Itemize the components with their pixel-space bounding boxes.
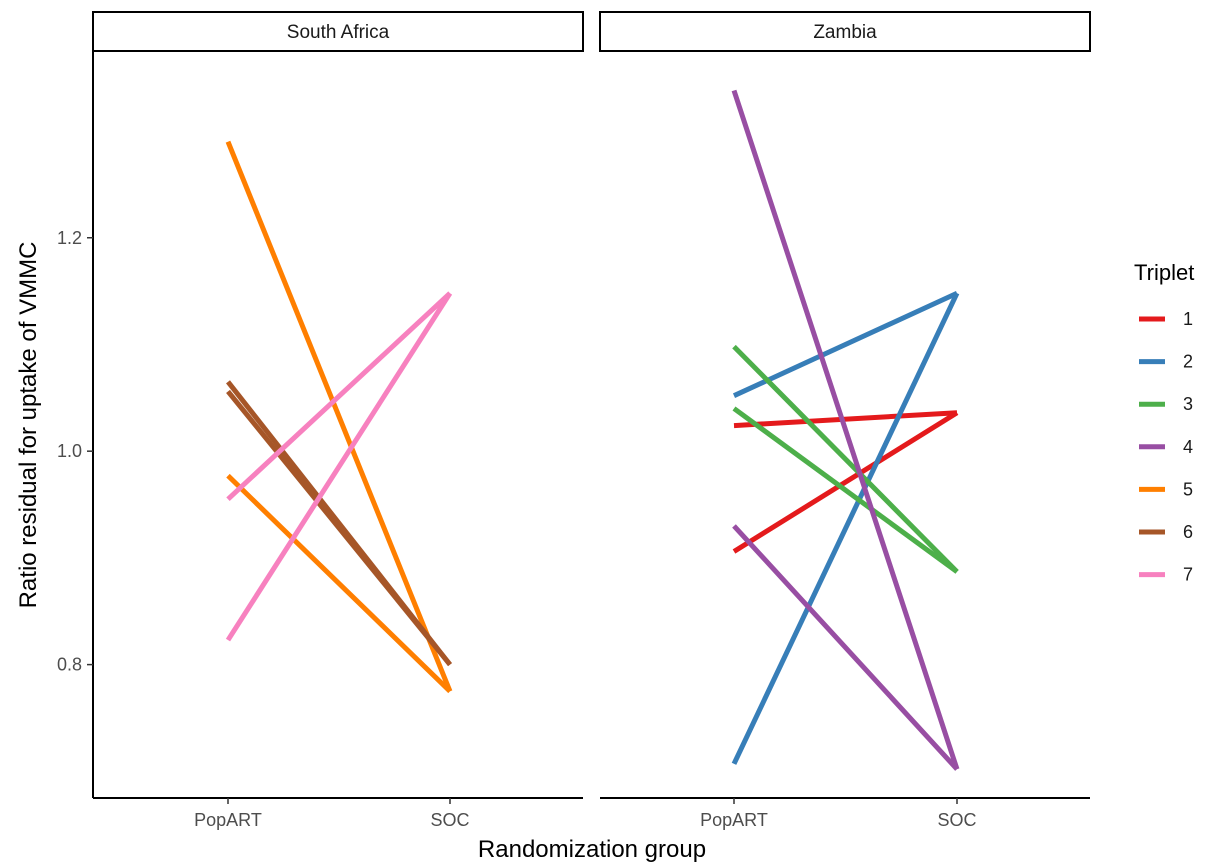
x-tick-label-panel0-1: SOC	[430, 810, 469, 830]
legend-title: Triplet	[1134, 260, 1194, 285]
y-tick-label-2: 1.2	[57, 228, 82, 248]
strip-zambia-label: Zambia	[813, 22, 877, 43]
series-line-panel1-triplet-2-2	[732, 290, 959, 398]
series-line-panel1-triplet-2-3	[731, 292, 960, 765]
x-axis-title: Randomization group	[478, 836, 706, 863]
series-line-panel0-triplet-5-1	[226, 473, 452, 694]
y-axis-title: Ratio residual for uptake of VMMC	[15, 242, 42, 609]
legend-label-4: 4	[1183, 437, 1193, 457]
legend-label-7: 7	[1183, 565, 1193, 585]
x-tick-label-panel0-0: PopART	[194, 810, 262, 830]
strip-south-africa-label: South Africa	[287, 22, 390, 43]
x-tick-label-panel1-1: SOC	[937, 810, 976, 830]
series-line-panel0-triplet-5-0	[225, 140, 453, 693]
series-line-panel0-triplet-7-4	[226, 291, 452, 502]
legend-label-1: 1	[1183, 309, 1193, 329]
legend-label-6: 6	[1183, 522, 1193, 542]
legend-label-2: 2	[1183, 352, 1193, 372]
series-lines	[225, 89, 960, 771]
series-line-panel1-triplet-4-6	[731, 89, 960, 770]
series-line-panel1-triplet-3-5	[732, 406, 959, 574]
y-tick-label-1: 1.0	[57, 441, 82, 461]
series-line-panel1-triplet-4-7	[732, 524, 959, 771]
legend: Triplet 1 2 3 4 5 6 7	[1134, 260, 1194, 585]
series-line-panel0-triplet-7-5	[225, 291, 453, 642]
y-tick-label-0: 0.8	[57, 655, 82, 675]
x-tick-label-panel1-0: PopART	[700, 810, 768, 830]
series-line-panel0-triplet-6-3	[226, 389, 452, 667]
strip-zambia: Zambia	[599, 11, 1091, 52]
series-line-panel1-triplet-3-4	[732, 344, 959, 574]
strip-south-africa: South Africa	[92, 11, 584, 52]
strip-zambia-box	[599, 11, 1091, 52]
legend-label-5: 5	[1183, 479, 1193, 499]
series-line-panel1-triplet-1-0	[733, 410, 958, 429]
series-line-panel1-triplet-1-1	[732, 410, 959, 554]
x-ticks: PopART SOC PopART SOC	[194, 798, 977, 830]
legend-label-3: 3	[1183, 394, 1193, 414]
legend-items: 1 2 3 4 5 6 7	[1139, 309, 1193, 585]
strip-south-africa-box	[92, 11, 584, 52]
y-ticks: 0.8 1.0 1.2	[57, 228, 93, 675]
